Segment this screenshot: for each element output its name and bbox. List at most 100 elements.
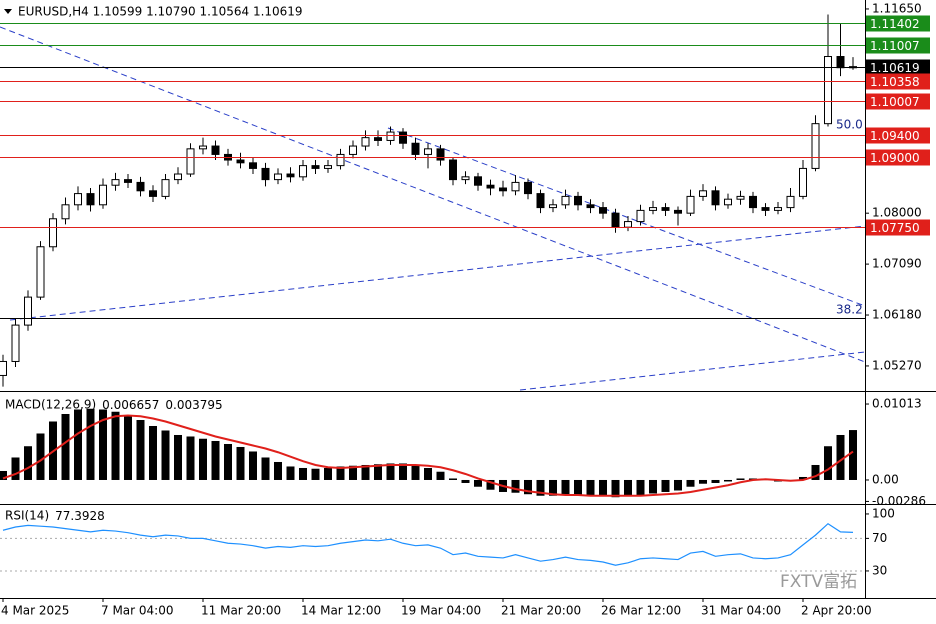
candle-body: [61, 204, 70, 220]
macd-bar: [74, 409, 82, 480]
candle-body: [274, 173, 282, 181]
macd-bar: [524, 479, 532, 495]
candle-body: [574, 195, 582, 206]
macd-bar: [186, 436, 195, 480]
y-tick-label: 70: [872, 531, 887, 545]
candle-body: [461, 176, 470, 181]
macd-bar: [411, 464, 420, 480]
candle-body: [524, 181, 532, 195]
macd-bar: [224, 443, 232, 480]
macd-bar: [36, 433, 45, 480]
signal-line: [2, 414, 854, 497]
candle-body: [486, 184, 495, 189]
trend-line: [0, 26, 866, 363]
macd-bar: [149, 425, 157, 480]
macd-bar: [574, 479, 582, 496]
macd-bar: [124, 415, 132, 480]
x-tick-label: 11 Mar 20:00: [201, 604, 281, 618]
candle-body: [24, 296, 32, 326]
candle-body: [611, 212, 620, 228]
candle-body: [186, 148, 195, 175]
candle-body: [36, 246, 45, 298]
level-label-box: [866, 149, 930, 166]
macd-bar: [661, 479, 670, 492]
candle-body: [799, 167, 807, 197]
candle-body: [636, 209, 645, 223]
candle-body: [411, 142, 420, 155]
level-label: 1.09000: [870, 151, 920, 165]
macd-bar: [799, 476, 807, 480]
macd-bar: [211, 440, 220, 480]
macd-bar: [461, 479, 470, 483]
y-tick-label: 0.01013: [872, 397, 922, 411]
macd-bar: [99, 409, 107, 480]
macd-bar: [61, 413, 70, 480]
macd-title: MACD(12,26,9) 0.006657 0.003795: [5, 398, 223, 412]
candle-body: [236, 159, 245, 164]
macd-bar: [836, 434, 845, 480]
candle-body: [324, 165, 332, 169]
candle-body: [436, 148, 445, 161]
macd-bar: [111, 411, 120, 480]
candle-body: [311, 165, 320, 169]
candle-body: [536, 193, 545, 209]
level-label-box: [866, 219, 930, 236]
macd-bar: [724, 479, 732, 482]
macd-bar: [386, 463, 395, 480]
macd-bar: [449, 478, 457, 480]
y-tick-label: 1.05270: [872, 358, 922, 372]
level-label: 1.11007: [870, 39, 920, 53]
candle-body: [824, 56, 832, 125]
x-tick-label: 19 Mar 04:00: [401, 604, 481, 618]
candle-body: [74, 193, 82, 206]
candle-body: [124, 179, 132, 183]
macd-bar: [236, 446, 245, 480]
candle-body: [736, 195, 745, 200]
macd-bar: [561, 479, 570, 495]
candle-body: [699, 190, 707, 197]
fib-label: 50.0: [836, 118, 863, 132]
macd-bar: [161, 430, 170, 480]
candle-body: [249, 162, 257, 169]
x-tick-label: 4 Mar 2025: [1, 604, 69, 618]
macd-bar: [736, 478, 745, 480]
candle-body: [586, 204, 595, 209]
macd-bar: [286, 466, 295, 480]
macd-bar: [711, 479, 720, 483]
level-label-box: [866, 127, 930, 144]
y-tick-label: 1.08000: [872, 206, 922, 220]
level-label-box: [866, 37, 930, 54]
candle-body: [649, 207, 657, 211]
rsi-line: [2, 522, 854, 566]
candle-body: [749, 195, 757, 209]
macd-bar: [174, 434, 182, 480]
candle-body: [761, 207, 770, 211]
macd-bar: [361, 464, 370, 480]
candle-body: [786, 195, 795, 209]
trend-line: [9, 225, 866, 321]
candle-body: [11, 324, 20, 362]
candle-body: [499, 187, 507, 192]
y-tick-label: 1.07090: [872, 257, 922, 271]
macd-bar: [261, 457, 270, 480]
macd-bar: [249, 451, 257, 480]
title-value: 77.3928: [55, 509, 105, 523]
candle-body: [424, 148, 432, 155]
candle-body: [624, 221, 632, 228]
candle-body: [211, 145, 220, 155]
candle-body: [549, 204, 557, 209]
candle-body: [361, 137, 370, 147]
y-tick-label: 1.06180: [872, 308, 922, 322]
candle-body: [111, 179, 120, 186]
candle-body: [449, 159, 457, 181]
level-label: 1.10619: [870, 61, 920, 75]
macd-bar: [586, 479, 595, 497]
panel-frame: [0, 0, 936, 599]
y-tick-label: 100: [872, 506, 895, 520]
candle-body: [199, 145, 207, 150]
level-label: 1.10007: [870, 95, 920, 109]
candle-body: [161, 179, 170, 197]
